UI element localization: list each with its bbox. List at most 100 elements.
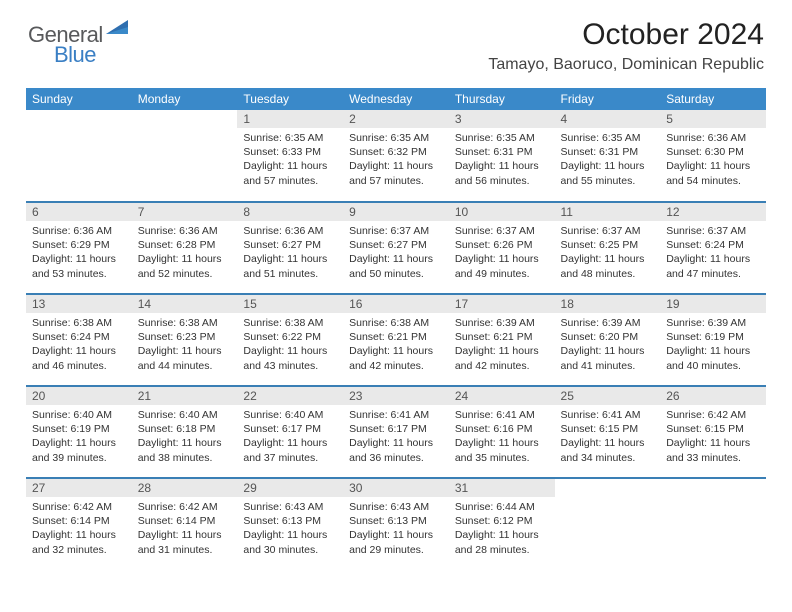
day-number: 13	[26, 295, 132, 313]
calendar-cell: 18Sunrise: 6:39 AMSunset: 6:20 PMDayligh…	[555, 294, 661, 386]
day-header: Thursday	[449, 88, 555, 110]
calendar-cell: 27Sunrise: 6:42 AMSunset: 6:14 PMDayligh…	[26, 478, 132, 570]
day-number: 22	[237, 387, 343, 405]
calendar-cell: 5Sunrise: 6:36 AMSunset: 6:30 PMDaylight…	[660, 110, 766, 202]
title-block: October 2024 Tamayo, Baoruco, Dominican …	[488, 18, 764, 74]
calendar-cell: 3Sunrise: 6:35 AMSunset: 6:31 PMDaylight…	[449, 110, 555, 202]
day-details: Sunrise: 6:35 AMSunset: 6:31 PMDaylight:…	[555, 128, 661, 190]
calendar-cell: 2Sunrise: 6:35 AMSunset: 6:32 PMDaylight…	[343, 110, 449, 202]
calendar-cell-empty	[26, 110, 132, 202]
calendar-cell: 30Sunrise: 6:43 AMSunset: 6:13 PMDayligh…	[343, 478, 449, 570]
day-details: Sunrise: 6:44 AMSunset: 6:12 PMDaylight:…	[449, 497, 555, 559]
day-number: 20	[26, 387, 132, 405]
calendar-cell: 28Sunrise: 6:42 AMSunset: 6:14 PMDayligh…	[132, 478, 238, 570]
day-number: 23	[343, 387, 449, 405]
calendar-body: 1Sunrise: 6:35 AMSunset: 6:33 PMDaylight…	[26, 110, 766, 570]
day-number: 24	[449, 387, 555, 405]
day-number: 9	[343, 203, 449, 221]
day-number: 21	[132, 387, 238, 405]
day-details: Sunrise: 6:36 AMSunset: 6:28 PMDaylight:…	[132, 221, 238, 283]
day-details: Sunrise: 6:42 AMSunset: 6:15 PMDaylight:…	[660, 405, 766, 467]
calendar-cell: 6Sunrise: 6:36 AMSunset: 6:29 PMDaylight…	[26, 202, 132, 294]
calendar-cell: 13Sunrise: 6:38 AMSunset: 6:24 PMDayligh…	[26, 294, 132, 386]
day-details: Sunrise: 6:36 AMSunset: 6:30 PMDaylight:…	[660, 128, 766, 190]
calendar-cell: 24Sunrise: 6:41 AMSunset: 6:16 PMDayligh…	[449, 386, 555, 478]
day-details: Sunrise: 6:35 AMSunset: 6:32 PMDaylight:…	[343, 128, 449, 190]
calendar-cell: 4Sunrise: 6:35 AMSunset: 6:31 PMDaylight…	[555, 110, 661, 202]
day-number: 1	[237, 110, 343, 128]
calendar-cell: 17Sunrise: 6:39 AMSunset: 6:21 PMDayligh…	[449, 294, 555, 386]
day-details: Sunrise: 6:40 AMSunset: 6:19 PMDaylight:…	[26, 405, 132, 467]
page-header: General Blue October 2024 Tamayo, Baoruc…	[0, 0, 792, 80]
calendar-cell: 29Sunrise: 6:43 AMSunset: 6:13 PMDayligh…	[237, 478, 343, 570]
day-number: 7	[132, 203, 238, 221]
day-number: 28	[132, 479, 238, 497]
calendar-cell: 9Sunrise: 6:37 AMSunset: 6:27 PMDaylight…	[343, 202, 449, 294]
day-details: Sunrise: 6:38 AMSunset: 6:22 PMDaylight:…	[237, 313, 343, 375]
day-header: Friday	[555, 88, 661, 110]
day-details: Sunrise: 6:37 AMSunset: 6:24 PMDaylight:…	[660, 221, 766, 283]
day-number: 19	[660, 295, 766, 313]
day-header: Tuesday	[237, 88, 343, 110]
day-number: 17	[449, 295, 555, 313]
calendar-cell: 31Sunrise: 6:44 AMSunset: 6:12 PMDayligh…	[449, 478, 555, 570]
day-number: 10	[449, 203, 555, 221]
day-details: Sunrise: 6:41 AMSunset: 6:17 PMDaylight:…	[343, 405, 449, 467]
day-number: 6	[26, 203, 132, 221]
day-details: Sunrise: 6:35 AMSunset: 6:33 PMDaylight:…	[237, 128, 343, 190]
day-number: 8	[237, 203, 343, 221]
calendar-cell-empty	[660, 478, 766, 570]
day-number: 31	[449, 479, 555, 497]
day-number: 5	[660, 110, 766, 128]
calendar-cell: 1Sunrise: 6:35 AMSunset: 6:33 PMDaylight…	[237, 110, 343, 202]
day-details: Sunrise: 6:38 AMSunset: 6:23 PMDaylight:…	[132, 313, 238, 375]
calendar-cell: 11Sunrise: 6:37 AMSunset: 6:25 PMDayligh…	[555, 202, 661, 294]
calendar-row: 20Sunrise: 6:40 AMSunset: 6:19 PMDayligh…	[26, 386, 766, 478]
day-details: Sunrise: 6:39 AMSunset: 6:21 PMDaylight:…	[449, 313, 555, 375]
day-details: Sunrise: 6:37 AMSunset: 6:26 PMDaylight:…	[449, 221, 555, 283]
calendar-cell: 8Sunrise: 6:36 AMSunset: 6:27 PMDaylight…	[237, 202, 343, 294]
day-details: Sunrise: 6:38 AMSunset: 6:21 PMDaylight:…	[343, 313, 449, 375]
day-number: 15	[237, 295, 343, 313]
calendar-cell: 15Sunrise: 6:38 AMSunset: 6:22 PMDayligh…	[237, 294, 343, 386]
location-text: Tamayo, Baoruco, Dominican Republic	[488, 56, 764, 74]
day-details: Sunrise: 6:39 AMSunset: 6:19 PMDaylight:…	[660, 313, 766, 375]
day-header-row: SundayMondayTuesdayWednesdayThursdayFrid…	[26, 88, 766, 110]
day-details: Sunrise: 6:36 AMSunset: 6:27 PMDaylight:…	[237, 221, 343, 283]
calendar-row: 27Sunrise: 6:42 AMSunset: 6:14 PMDayligh…	[26, 478, 766, 570]
day-number: 12	[660, 203, 766, 221]
logo: General Blue	[28, 18, 128, 74]
day-number: 26	[660, 387, 766, 405]
day-details: Sunrise: 6:42 AMSunset: 6:14 PMDaylight:…	[26, 497, 132, 559]
logo-text-blue: Blue	[54, 42, 96, 67]
day-number: 18	[555, 295, 661, 313]
day-details: Sunrise: 6:39 AMSunset: 6:20 PMDaylight:…	[555, 313, 661, 375]
calendar-cell: 12Sunrise: 6:37 AMSunset: 6:24 PMDayligh…	[660, 202, 766, 294]
month-title: October 2024	[488, 18, 764, 52]
calendar-cell-empty	[555, 478, 661, 570]
day-details: Sunrise: 6:41 AMSunset: 6:16 PMDaylight:…	[449, 405, 555, 467]
calendar-cell: 20Sunrise: 6:40 AMSunset: 6:19 PMDayligh…	[26, 386, 132, 478]
calendar-table: SundayMondayTuesdayWednesdayThursdayFrid…	[26, 88, 766, 570]
calendar-cell: 21Sunrise: 6:40 AMSunset: 6:18 PMDayligh…	[132, 386, 238, 478]
calendar-cell-empty	[132, 110, 238, 202]
day-header: Monday	[132, 88, 238, 110]
calendar-cell: 14Sunrise: 6:38 AMSunset: 6:23 PMDayligh…	[132, 294, 238, 386]
day-details: Sunrise: 6:40 AMSunset: 6:18 PMDaylight:…	[132, 405, 238, 467]
calendar-cell: 25Sunrise: 6:41 AMSunset: 6:15 PMDayligh…	[555, 386, 661, 478]
day-number: 30	[343, 479, 449, 497]
calendar-cell: 7Sunrise: 6:36 AMSunset: 6:28 PMDaylight…	[132, 202, 238, 294]
calendar-cell: 10Sunrise: 6:37 AMSunset: 6:26 PMDayligh…	[449, 202, 555, 294]
day-details: Sunrise: 6:35 AMSunset: 6:31 PMDaylight:…	[449, 128, 555, 190]
day-header: Wednesday	[343, 88, 449, 110]
day-details: Sunrise: 6:36 AMSunset: 6:29 PMDaylight:…	[26, 221, 132, 283]
day-number: 25	[555, 387, 661, 405]
day-details: Sunrise: 6:38 AMSunset: 6:24 PMDaylight:…	[26, 313, 132, 375]
day-details: Sunrise: 6:43 AMSunset: 6:13 PMDaylight:…	[237, 497, 343, 559]
logo-triangle-icon	[106, 18, 128, 34]
day-details: Sunrise: 6:40 AMSunset: 6:17 PMDaylight:…	[237, 405, 343, 467]
calendar-cell: 23Sunrise: 6:41 AMSunset: 6:17 PMDayligh…	[343, 386, 449, 478]
day-number: 11	[555, 203, 661, 221]
calendar-cell: 16Sunrise: 6:38 AMSunset: 6:21 PMDayligh…	[343, 294, 449, 386]
day-header: Sunday	[26, 88, 132, 110]
